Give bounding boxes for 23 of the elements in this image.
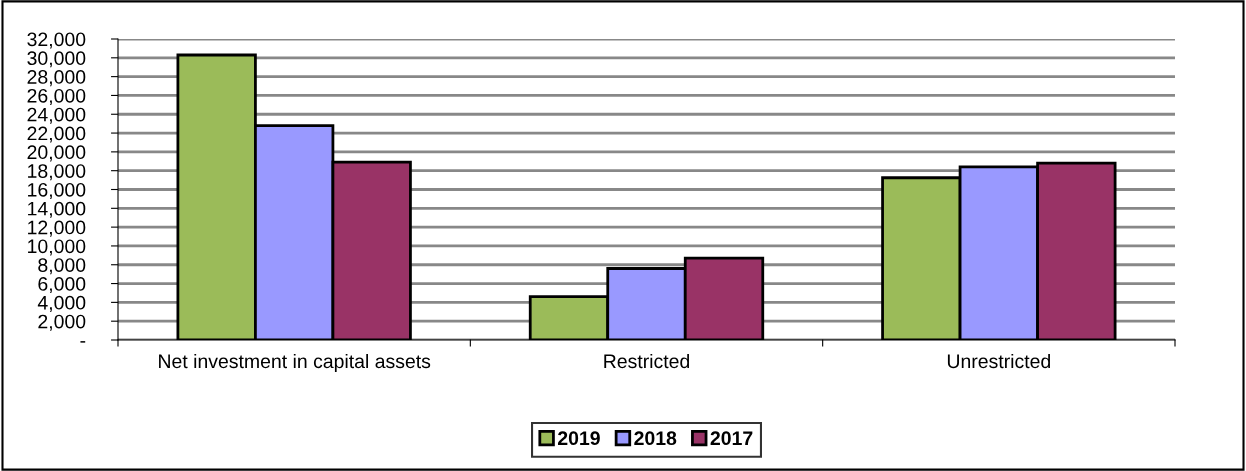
y-tick-label: 18,000 — [28, 164, 86, 181]
y-tick-label: 32,000 — [27, 32, 86, 49]
y-tick-label: 20,000 — [27, 145, 86, 162]
y-tick-label: 4,000 — [37, 295, 86, 312]
x-tick-label: Restricted — [604, 353, 690, 369]
y-tick-label: - — [80, 341, 86, 343]
x-tick-label: Net investment in capital assets — [159, 353, 431, 373]
y-tick-label: 22,000 — [27, 126, 86, 143]
y-tick-label: 8,000 — [38, 258, 86, 275]
y-tick-label: 16,000 — [28, 182, 86, 200]
legend-label: 2017 — [710, 431, 753, 446]
y-tick-label: 30,000 — [27, 51, 86, 68]
legend-label: 2018 — [634, 431, 677, 446]
x-tick-label: Unrestricted — [947, 353, 1050, 369]
y-tick-label: 6,000 — [38, 277, 86, 294]
y-tick-label: 2,000 — [38, 314, 86, 331]
y-tick-label: 14,000 — [28, 201, 86, 218]
legend-label: 2019 — [557, 431, 600, 446]
y-tick-label: 10,000 — [28, 239, 86, 256]
y-tick-label: 24,000 — [27, 107, 86, 124]
y-tick-label: 26,000 — [27, 88, 86, 105]
y-tick-label: 12,000 — [28, 220, 86, 237]
y-tick-label: 28,000 — [27, 70, 86, 87]
